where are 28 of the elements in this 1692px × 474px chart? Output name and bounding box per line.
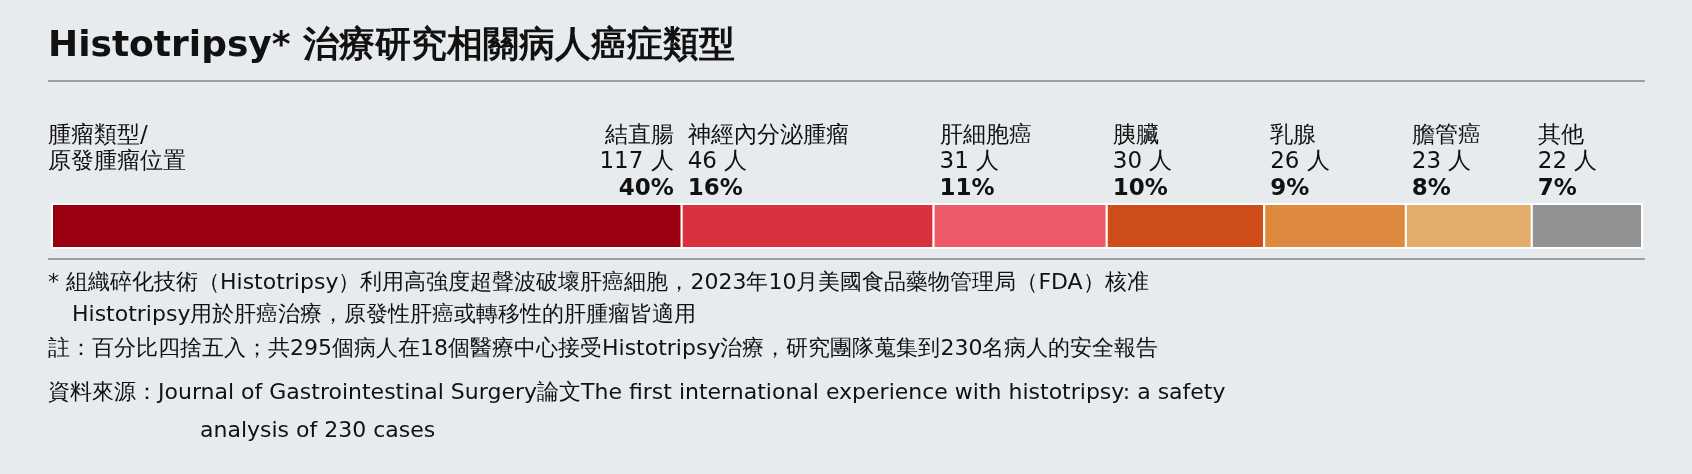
text: 結直腸 [603, 121, 674, 147]
text: 22 人 [1537, 147, 1598, 173]
text: 神經內分泌腫瘤 [687, 121, 849, 147]
chart-title: Histotripsy* 治療研究相關病人癌症類型 [48, 23, 736, 64]
text: 胰臟 [1112, 121, 1159, 147]
text: 註：百分比四捨五入；共295個病人在18個醫療中心接受Histotripsy治療，研究團隊蒐集到230名病人的安全報告 [48, 335, 1159, 360]
data-label: 10% [1112, 174, 1168, 200]
text: 乳腺 [1270, 121, 1317, 147]
y-axis-title: 腫瘤類型/原發腫瘤位置 [48, 121, 186, 173]
text: 膽管癌 [1411, 121, 1481, 147]
data-label: 40% [618, 174, 674, 200]
text: analysis of 230 cases [200, 417, 436, 442]
source-note: 資料來源：Journal of Gastrointestinal Surgery論文The first international experience with histotripsy: a safety [48, 379, 1226, 404]
data-label: 16% [687, 174, 743, 200]
text: 其他 [1537, 121, 1584, 147]
data-label: 9% [1270, 174, 1310, 200]
text: 肝細胞癌 [939, 121, 1032, 147]
text: 26 人 [1270, 147, 1330, 173]
data-label: 8% [1411, 174, 1451, 200]
text: 46 人 [687, 147, 748, 173]
text: 23 人 [1411, 147, 1472, 173]
text: 31 人 [939, 147, 1000, 173]
data-label: 11% [939, 174, 995, 200]
text: 117 人 [599, 147, 674, 173]
text: Histotripsy用於肝癌治療，原發性肝癌或轉移性的肝腫瘤皆適用 [72, 301, 697, 326]
text: * 組織碎化技術（Histotripsy）利用高強度超聲波破壞肝癌細胞，2023年10月美國食品藥物管理局（FDA）核准 [48, 269, 1149, 294]
data-label: 7% [1537, 174, 1577, 200]
text: 30 人 [1112, 147, 1173, 173]
